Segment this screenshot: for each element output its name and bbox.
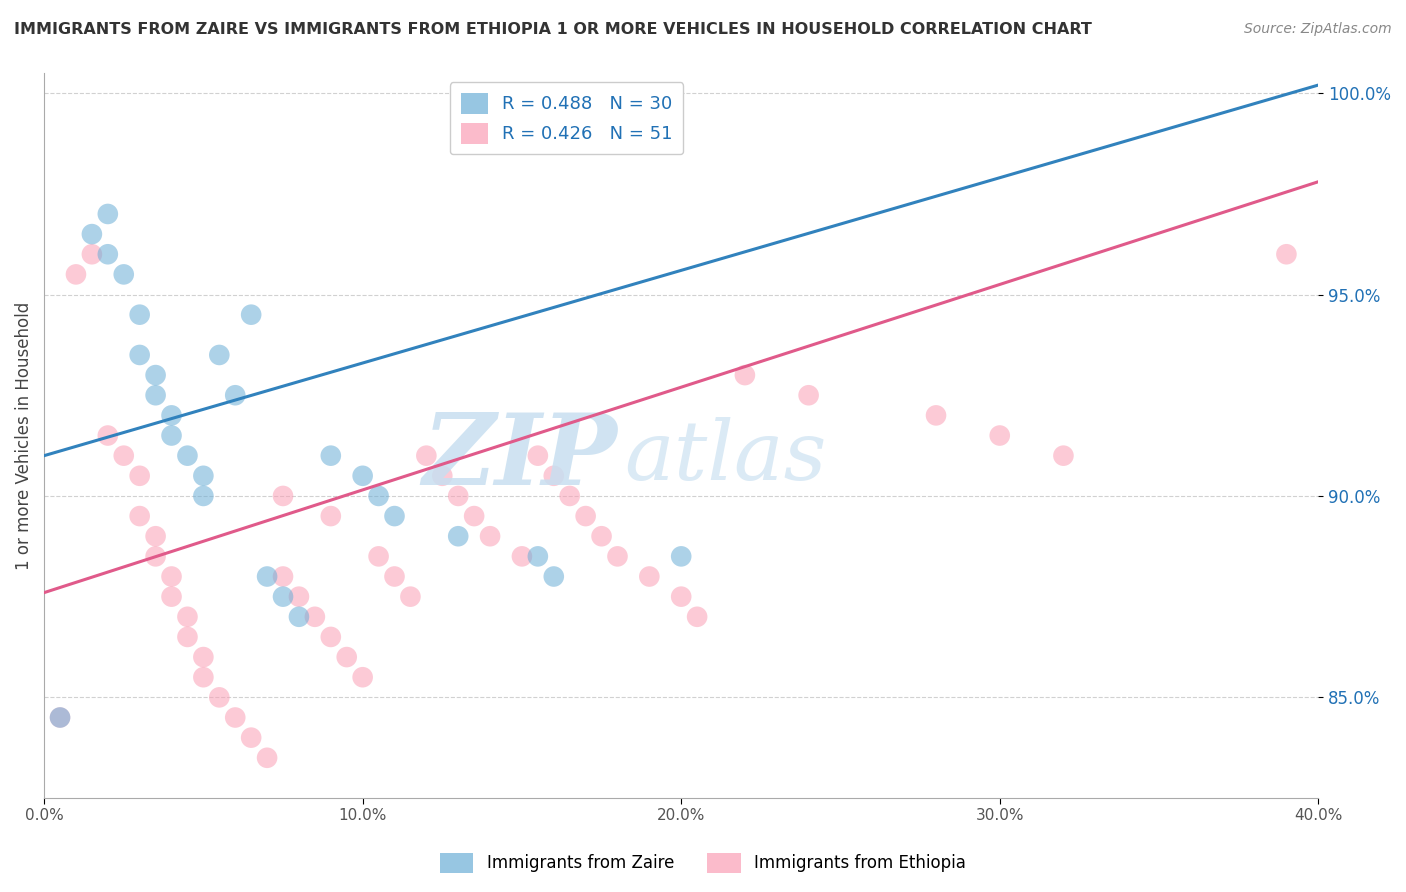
Point [193,468,215,483]
Point [447,489,470,503]
Point [988,428,1011,442]
Point [224,388,246,402]
Point [97,247,120,261]
Point [128,468,150,483]
Point [176,609,198,624]
Point [128,308,150,322]
Point [543,468,565,483]
Point [575,509,598,524]
Point [734,368,756,383]
Point [432,468,454,483]
Point [80,227,103,241]
Point [304,609,326,624]
Text: IMMIGRANTS FROM ZAIRE VS IMMIGRANTS FROM ETHIOPIA 1 OR MORE VEHICLES IN HOUSEHOL: IMMIGRANTS FROM ZAIRE VS IMMIGRANTS FROM… [14,22,1092,37]
Point [145,529,167,543]
Point [399,590,422,604]
Point [112,268,135,282]
Point [208,348,231,362]
Point [558,489,581,503]
Point [193,650,215,665]
Point [543,569,565,583]
Point [160,590,183,604]
Point [208,690,231,705]
Point [80,247,103,261]
Point [160,569,183,583]
Text: Source: ZipAtlas.com: Source: ZipAtlas.com [1244,22,1392,37]
Point [271,569,294,583]
Point [240,731,263,745]
Point [128,348,150,362]
Point [145,388,167,402]
Point [271,590,294,604]
Point [384,509,406,524]
Point [288,609,311,624]
Point [1275,247,1298,261]
Point [65,268,87,282]
Point [606,549,628,564]
Point [97,207,120,221]
Point [176,630,198,644]
Point [160,428,183,442]
Point [384,569,406,583]
Point [128,509,150,524]
Point [463,509,485,524]
Text: atlas: atlas [624,417,827,497]
Y-axis label: 1 or more Vehicles in Household: 1 or more Vehicles in Household [15,301,32,570]
Point [336,650,359,665]
Point [367,549,389,564]
Point [527,549,550,564]
Point [160,409,183,423]
Point [669,549,692,564]
Text: ZIP: ZIP [422,409,617,506]
Point [240,308,263,322]
Point [352,670,374,684]
Point [319,630,342,644]
Point [367,489,389,503]
Point [686,609,709,624]
Point [527,449,550,463]
Point [256,569,278,583]
Point [97,428,120,442]
Point [1052,449,1074,463]
Point [193,670,215,684]
Point [145,368,167,383]
Point [176,449,198,463]
Point [288,590,311,604]
Point [797,388,820,402]
Point [319,509,342,524]
Legend: Immigrants from Zaire, Immigrants from Ethiopia: Immigrants from Zaire, Immigrants from E… [433,847,973,880]
Point [49,710,72,724]
Point [447,529,470,543]
Point [256,751,278,765]
Point [112,449,135,463]
Point [271,489,294,503]
Point [224,710,246,724]
Point [319,449,342,463]
Point [510,549,533,564]
Point [145,549,167,564]
Point [925,409,948,423]
Point [49,710,72,724]
Point [638,569,661,583]
Point [352,468,374,483]
Point [591,529,613,543]
Legend: R = 0.488   N = 30, R = 0.426   N = 51: R = 0.488 N = 30, R = 0.426 N = 51 [450,82,683,154]
Point [479,529,502,543]
Point [415,449,437,463]
Point [669,590,692,604]
Point [193,489,215,503]
